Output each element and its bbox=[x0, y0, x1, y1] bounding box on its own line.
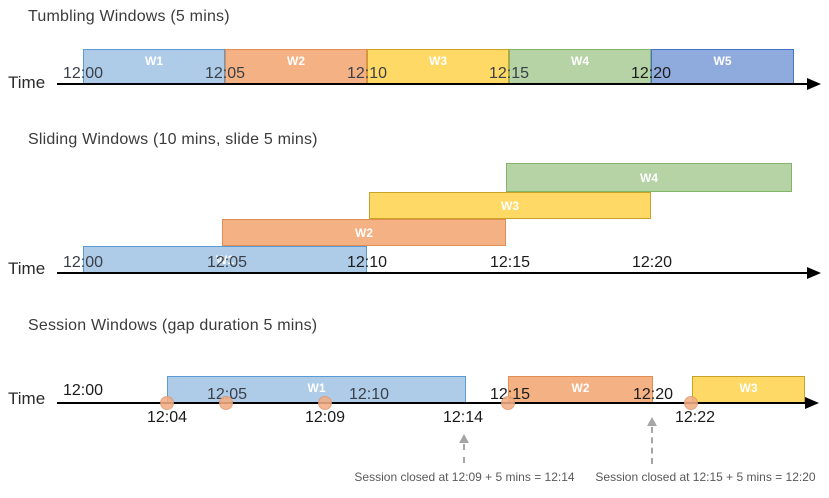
sliding-timeline bbox=[57, 272, 809, 274]
arrow-up-icon bbox=[647, 417, 657, 426]
session-time-axis-label: Time bbox=[8, 389, 46, 408]
arrow-right-icon bbox=[807, 78, 821, 90]
session-tick: 12:10 bbox=[348, 386, 390, 403]
event-dot bbox=[501, 396, 515, 410]
event-dot bbox=[219, 396, 233, 410]
sliding-time-axis-label: Time bbox=[8, 259, 46, 278]
tumbling-tick: 12:20 bbox=[630, 65, 672, 82]
sliding-window-w4: W4 bbox=[506, 163, 792, 192]
event-dot bbox=[318, 396, 332, 410]
window-label: W4 bbox=[571, 54, 589, 68]
window-label: W1 bbox=[145, 54, 163, 68]
session-tick: 12:05 bbox=[206, 386, 248, 403]
session-tick: 12:20 bbox=[632, 386, 674, 403]
session-timeline bbox=[57, 402, 807, 404]
sliding-tick: 12:05 bbox=[206, 254, 248, 271]
sliding-window-w3: W3 bbox=[369, 192, 651, 219]
arrow-right-icon bbox=[805, 397, 819, 409]
session-closed-annotation: Session closed at 12:15 + 5 mins = 12:20 bbox=[595, 470, 816, 484]
annotation-arrow-line bbox=[651, 427, 653, 464]
tumbling-tick: 12:05 bbox=[204, 65, 246, 82]
tumbling-tick: 12:10 bbox=[346, 65, 388, 82]
tumbling-window-w2: W2 bbox=[225, 49, 367, 84]
tumbling-time-axis-label: Time bbox=[8, 73, 46, 92]
event-time-label: 12:04 bbox=[146, 409, 188, 426]
window-label: W1 bbox=[216, 252, 234, 267]
session-window-w2: W2 bbox=[508, 376, 653, 403]
session-closed-annotation: Session closed at 12:09 + 5 mins = 12:14 bbox=[354, 470, 575, 484]
tumbling-section-title: Tumbling Windows (5 mins) bbox=[28, 8, 230, 25]
window-label: W3 bbox=[429, 54, 447, 68]
session-tick: 12:15 bbox=[489, 386, 531, 403]
arrow-up-icon bbox=[459, 434, 469, 443]
arrow-right-icon bbox=[807, 267, 821, 279]
sliding-tick: 12:10 bbox=[346, 254, 388, 271]
event-time-label: 12:14 bbox=[442, 409, 484, 426]
window-label: W5 bbox=[713, 54, 732, 68]
window-label: W2 bbox=[287, 54, 305, 68]
window-label: W1 bbox=[307, 380, 326, 395]
sliding-window-w2: W2 bbox=[222, 219, 506, 246]
sliding-section-title: Sliding Windows (10 mins, slide 5 mins) bbox=[28, 131, 318, 148]
session-window-w3: W3 bbox=[692, 376, 805, 403]
session-section-title: Session Windows (gap duration 5 mins) bbox=[28, 317, 318, 334]
tumbling-window-w4: W4 bbox=[509, 49, 651, 84]
tumbling-timeline bbox=[57, 83, 809, 85]
tumbling-window-w5: W5 bbox=[651, 49, 794, 84]
event-dot bbox=[160, 396, 174, 410]
sliding-tick: 12:20 bbox=[631, 254, 673, 271]
sliding-tick: 12:15 bbox=[489, 254, 531, 271]
sliding-window-w1: W1 bbox=[83, 246, 367, 273]
window-label: W3 bbox=[501, 198, 519, 213]
tumbling-tick: 12:15 bbox=[488, 65, 530, 82]
window-label: W2 bbox=[571, 380, 590, 395]
session-tick: 12:00 bbox=[62, 382, 104, 399]
sliding-tick: 12:00 bbox=[62, 254, 104, 271]
annotation-arrow-line bbox=[463, 444, 465, 463]
tumbling-tick: 12:00 bbox=[62, 65, 104, 82]
event-time-label: 12:22 bbox=[674, 409, 716, 426]
window-label: W4 bbox=[640, 170, 658, 185]
event-dot bbox=[684, 396, 698, 410]
event-time-label: 12:09 bbox=[304, 409, 346, 426]
window-label: W3 bbox=[739, 380, 758, 395]
window-label: W2 bbox=[355, 225, 373, 240]
